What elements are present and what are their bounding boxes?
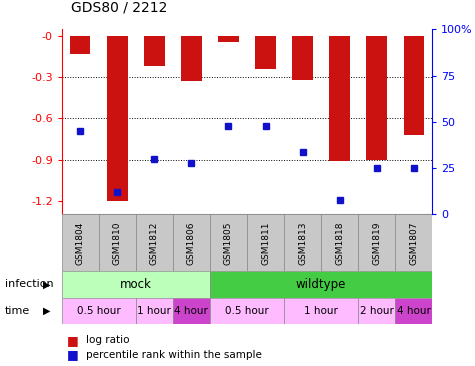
Bar: [136, 298, 173, 324]
Text: 0.5 hour: 0.5 hour: [225, 306, 269, 316]
Bar: [210, 214, 247, 271]
Text: GSM1818: GSM1818: [335, 221, 344, 265]
Text: GSM1812: GSM1812: [150, 221, 159, 265]
Bar: [136, 214, 173, 271]
Bar: [62, 214, 99, 271]
Text: mock: mock: [120, 278, 152, 291]
Bar: [404, 36, 424, 135]
Bar: [358, 214, 395, 271]
Text: GSM1806: GSM1806: [187, 221, 196, 265]
Text: log ratio: log ratio: [86, 335, 129, 346]
Bar: [218, 36, 238, 42]
Bar: [144, 36, 164, 66]
Bar: [395, 298, 432, 324]
Text: 1 hour: 1 hour: [304, 306, 338, 316]
Text: infection: infection: [5, 279, 53, 290]
Bar: [395, 214, 432, 271]
Text: GSM1810: GSM1810: [113, 221, 122, 265]
Text: GSM1805: GSM1805: [224, 221, 233, 265]
Text: GSM1813: GSM1813: [298, 221, 307, 265]
Bar: [210, 271, 432, 298]
Text: 1 hour: 1 hour: [137, 306, 171, 316]
Text: 4 hour: 4 hour: [174, 306, 209, 316]
Bar: [173, 214, 210, 271]
Bar: [173, 298, 210, 324]
Text: 4 hour: 4 hour: [397, 306, 431, 316]
Text: GSM1804: GSM1804: [76, 221, 85, 265]
Text: GSM1819: GSM1819: [372, 221, 381, 265]
Bar: [367, 36, 387, 160]
Bar: [358, 298, 395, 324]
Bar: [256, 36, 276, 69]
Bar: [62, 271, 210, 298]
Bar: [210, 298, 284, 324]
Bar: [284, 298, 358, 324]
Text: percentile rank within the sample: percentile rank within the sample: [86, 350, 261, 360]
Bar: [99, 214, 136, 271]
Bar: [181, 36, 201, 81]
Text: ■: ■: [66, 334, 78, 347]
Text: GDS80 / 2212: GDS80 / 2212: [71, 1, 168, 15]
Text: wildtype: wildtype: [296, 278, 346, 291]
Text: 0.5 hour: 0.5 hour: [77, 306, 121, 316]
Text: ▶: ▶: [43, 306, 50, 316]
Bar: [321, 214, 358, 271]
Bar: [284, 214, 321, 271]
Bar: [62, 298, 136, 324]
Bar: [70, 36, 90, 54]
Text: 2 hour: 2 hour: [360, 306, 394, 316]
Bar: [107, 36, 127, 201]
Bar: [330, 36, 350, 161]
Text: GSM1811: GSM1811: [261, 221, 270, 265]
Bar: [247, 214, 284, 271]
Bar: [293, 36, 313, 80]
Text: time: time: [5, 306, 30, 316]
Text: ▶: ▶: [43, 279, 50, 290]
Text: GSM1807: GSM1807: [409, 221, 418, 265]
Text: ■: ■: [66, 348, 78, 362]
